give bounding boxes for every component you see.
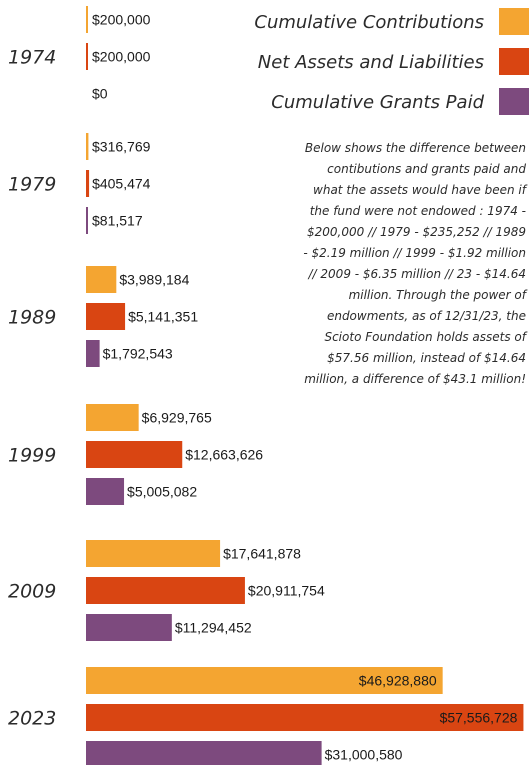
bar-contributions-1999	[86, 404, 139, 431]
value-label-assets-1974: $200,000	[92, 49, 151, 65]
value-label-assets-1999: $12,663,626	[185, 447, 263, 463]
year-label-1979: 1979	[8, 174, 56, 196]
value-label-contributions-1999: $6,929,765	[142, 410, 212, 426]
value-label-assets-1989: $5,141,351	[128, 309, 198, 325]
bar-assets-1999	[86, 441, 183, 468]
explanatory-note: Below shows the difference between conti…	[303, 141, 526, 386]
value-label-assets-2023: $57,556,728	[440, 710, 518, 726]
year-label-2023: 2023	[8, 708, 56, 730]
legend-swatch-assets	[499, 48, 529, 75]
value-label-assets-2009: $20,911,754	[248, 583, 325, 599]
value-label-grants-1974: $0	[92, 86, 108, 102]
value-label-contributions-1979: $316,769	[92, 139, 151, 155]
value-label-grants-2009: $11,294,452	[175, 620, 252, 636]
bar-contributions-1979	[86, 133, 89, 160]
bar-grants-2023	[86, 741, 322, 765]
bar-contributions-2023	[86, 667, 443, 694]
value-label-contributions-1989: $3,989,184	[119, 272, 189, 288]
legend-label-assets: Net Assets and Liabilities	[258, 52, 484, 73]
bar-assets-2009	[86, 577, 245, 604]
bar-grants-1979	[86, 207, 88, 234]
value-label-contributions-2009: $17,641,878	[223, 546, 301, 562]
year-label-1989: 1989	[8, 307, 56, 329]
value-label-contributions-2023: $46,928,880	[359, 673, 437, 689]
bar-assets-1979	[86, 170, 90, 197]
bar-grants-2009	[86, 614, 172, 641]
year-label-1999: 1999	[8, 445, 56, 467]
value-label-grants-1999: $5,005,082	[127, 484, 197, 500]
bar-contributions-1974	[86, 6, 88, 33]
legend-label-contributions: Cumulative Contributions	[254, 12, 484, 33]
value-label-grants-1989: $1,792,543	[103, 346, 173, 362]
year-label-2009: 2009	[8, 581, 56, 603]
year-label-1974: 1974	[8, 47, 56, 69]
bar-assets-1974	[86, 43, 88, 70]
bar-assets-2023	[86, 704, 524, 731]
bar-grants-1999	[86, 478, 125, 505]
bar-assets-1989	[86, 303, 126, 330]
legend-swatch-grants	[499, 88, 529, 115]
value-label-grants-1979: $81,517	[92, 213, 143, 229]
bar-contributions-1989	[86, 266, 117, 293]
legend-swatch-contributions	[499, 8, 529, 35]
value-label-grants-2023: $31,000,580	[325, 747, 403, 763]
legend-label-grants: Cumulative Grants Paid	[271, 92, 484, 113]
bar-grants-1989	[86, 340, 100, 367]
bar-contributions-2009	[86, 540, 221, 567]
value-label-assets-1979: $405,474	[92, 176, 151, 192]
value-label-contributions-1974: $200,000	[92, 12, 151, 28]
